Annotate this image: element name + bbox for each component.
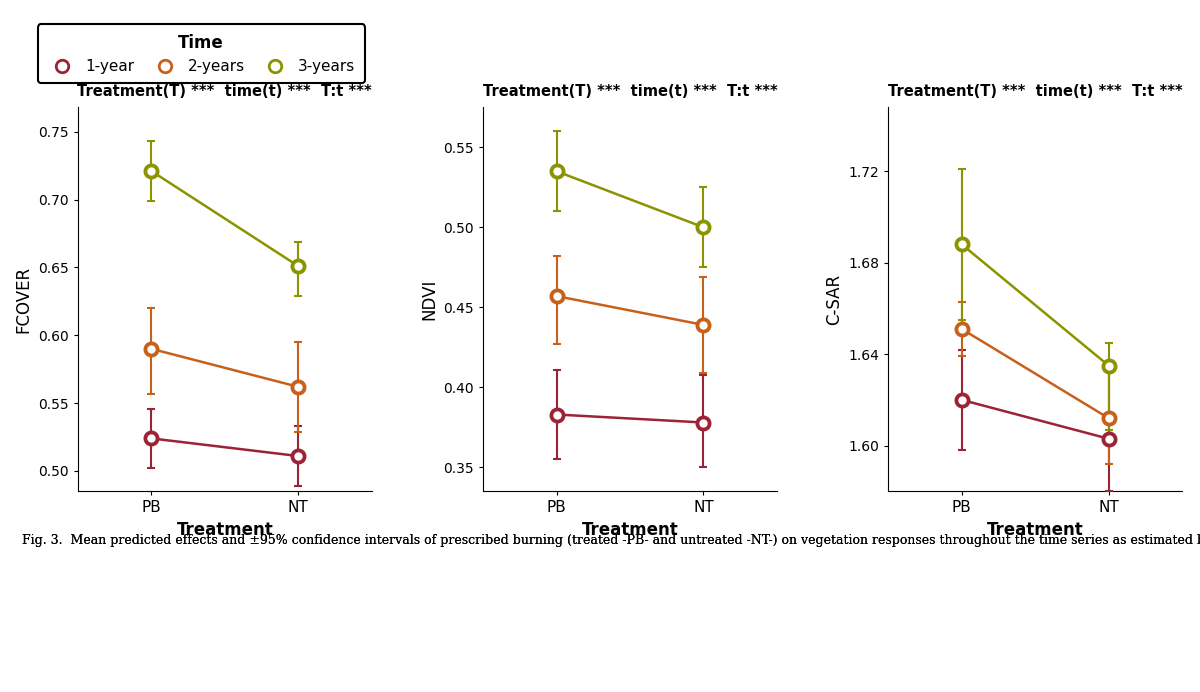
X-axis label: Treatment: Treatment bbox=[582, 521, 678, 539]
Y-axis label: NDVI: NDVI bbox=[420, 279, 438, 320]
Text: Fig. 3.  Mean predicted effects and ±95% confidence intervals of prescribed burn: Fig. 3. Mean predicted effects and ±95% … bbox=[22, 534, 1200, 547]
Title: Treatment(T) ***  time(t) ***  T:t ***: Treatment(T) *** time(t) *** T:t *** bbox=[888, 84, 1182, 99]
Title: Treatment(T) ***  time(t) ***  T:t ***: Treatment(T) *** time(t) *** T:t *** bbox=[78, 84, 372, 99]
Legend: 1-year, 2-years, 3-years: 1-year, 2-years, 3-years bbox=[37, 24, 365, 84]
Title: Treatment(T) ***  time(t) ***  T:t ***: Treatment(T) *** time(t) *** T:t *** bbox=[482, 84, 778, 99]
Y-axis label: FCOVER: FCOVER bbox=[14, 266, 32, 333]
X-axis label: Treatment: Treatment bbox=[986, 521, 1084, 539]
Y-axis label: C-SAR: C-SAR bbox=[824, 274, 842, 325]
X-axis label: Treatment: Treatment bbox=[176, 521, 274, 539]
Text: Fig. 3.  Mean predicted effects and ±95% confidence intervals of prescribed burn: Fig. 3. Mean predicted effects and ±95% … bbox=[22, 534, 1200, 547]
